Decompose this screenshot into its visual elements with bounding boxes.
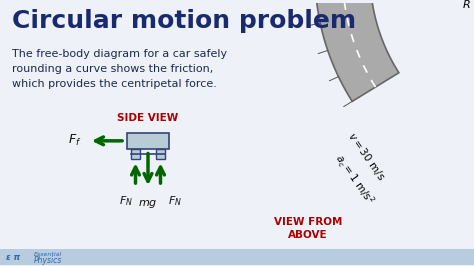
Text: ε π: ε π (6, 253, 20, 262)
Text: $v = 30\ \mathrm{m/s}$: $v = 30\ \mathrm{m/s}$ (345, 129, 388, 182)
Text: VIEW FROM
ABOVE: VIEW FROM ABOVE (274, 217, 342, 240)
Text: $a_c = 1\ \mathrm{m/s}^2$: $a_c = 1\ \mathrm{m/s}^2$ (331, 151, 377, 207)
Text: $mg$: $mg$ (138, 198, 158, 210)
Text: R: R (463, 1, 471, 10)
Text: Circular motion problem: Circular motion problem (12, 9, 356, 33)
Polygon shape (315, 0, 474, 101)
Bar (131, 149, 140, 159)
Bar (156, 149, 165, 159)
Bar (0, 249, 474, 265)
Bar (127, 133, 169, 149)
Text: The free-body diagram for a car safely
rounding a curve shows the friction,
whic: The free-body diagram for a car safely r… (12, 49, 227, 89)
Text: Essential: Essential (34, 252, 62, 257)
Text: SIDE VIEW: SIDE VIEW (118, 113, 179, 123)
Text: $F_f$: $F_f$ (68, 133, 82, 148)
Text: Physics: Physics (34, 256, 63, 265)
Text: $F_N$: $F_N$ (167, 194, 182, 208)
Text: $F_N$: $F_N$ (118, 194, 133, 208)
